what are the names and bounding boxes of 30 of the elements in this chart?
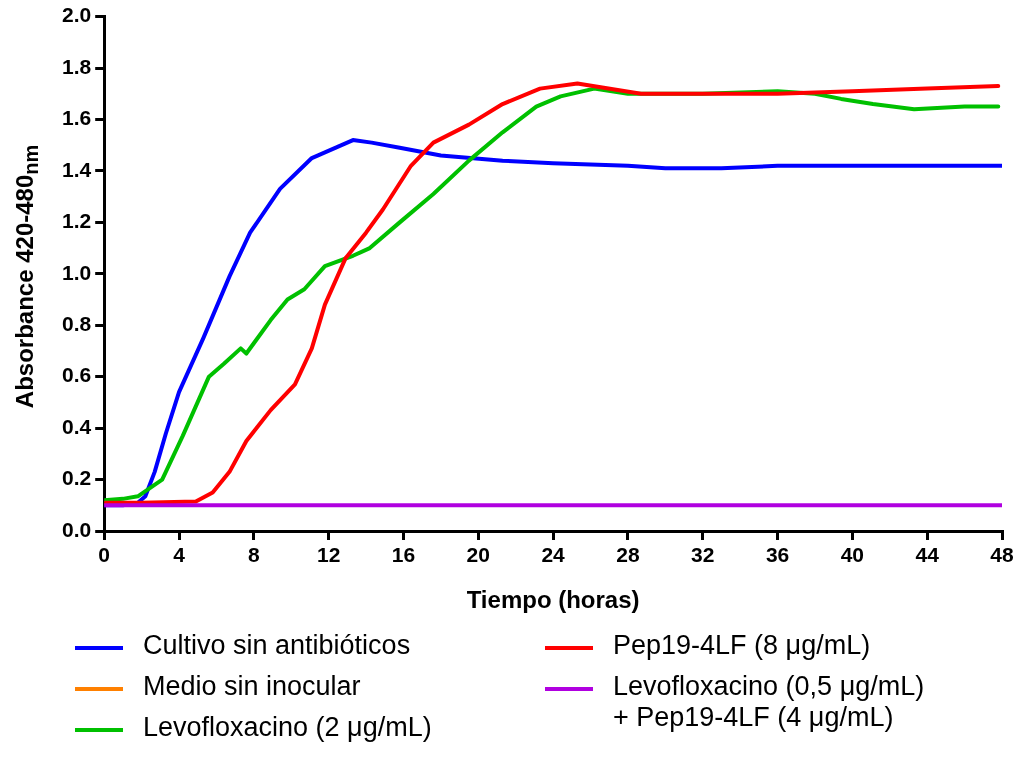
x-tick-label: 24: [541, 543, 566, 567]
y-tick-label: 0.6: [61, 363, 92, 387]
y-tick-label: 0.0: [61, 517, 92, 541]
y-tick-label: 1.0: [61, 260, 92, 284]
legend-label: Levofloxacino (0,5 μg/mL) + Pep19-4LF (4 μg/mL): [613, 671, 926, 733]
legend-label: Pep19-4LF (8 μg/mL): [613, 630, 871, 661]
y-tick-label: 1.2: [61, 209, 92, 233]
x-tick-label: 16: [391, 543, 416, 567]
y-tick-label: 0.4: [61, 414, 92, 438]
legend-label: Cultivo sin antibióticos: [143, 630, 411, 661]
x-tick-label: 40: [840, 543, 865, 567]
y-tick-label: 0.2: [61, 466, 92, 490]
x-tick-label: 48: [990, 543, 1014, 567]
y-tick-label: 1.6: [61, 106, 92, 130]
legend-label: Levofloxacino (2 μg/mL): [143, 712, 432, 743]
y-tick-label: 1.8: [61, 54, 92, 78]
legend-label: Medio sin inocular: [143, 671, 361, 702]
x-tick-label: 44: [915, 543, 940, 567]
x-tick-label: 12: [316, 543, 341, 567]
y-tick-label: 2.0: [61, 3, 92, 27]
x-axis-title: Tiempo (horas): [466, 586, 640, 614]
y-tick-label: 0.8: [61, 312, 92, 336]
x-tick-label: 36: [765, 543, 790, 567]
y-tick-label: 1.4: [61, 157, 92, 181]
x-tick-label: 4: [173, 543, 186, 567]
x-tick-label: 0: [98, 543, 111, 567]
x-tick-label: 28: [616, 543, 640, 567]
x-tick-label: 8: [247, 543, 260, 567]
x-tick-label: 20: [466, 543, 490, 567]
x-tick-label: 32: [691, 543, 715, 567]
